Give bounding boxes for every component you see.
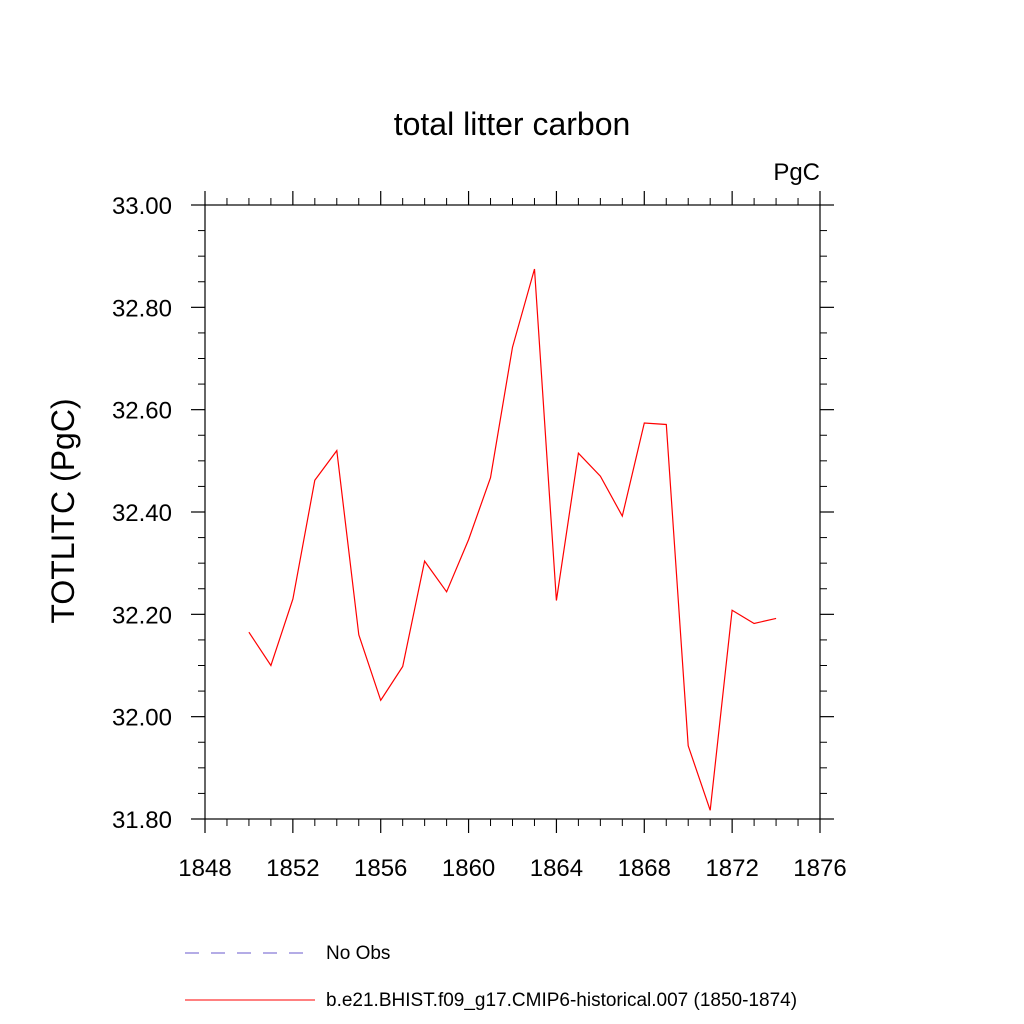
x-tick-label: 1864	[530, 855, 583, 882]
chart-title: total litter carbon	[394, 106, 631, 142]
y-tick-label: 32.80	[112, 295, 172, 322]
legend-label-model: b.e21.BHIST.f09_g17.CMIP6-historical.007…	[326, 990, 797, 1011]
legend-label-no-obs: No Obs	[326, 943, 390, 964]
plot-frame	[204, 204, 821, 820]
x-tick-label: 1876	[793, 855, 846, 882]
y-tick-label: 32.00	[112, 705, 172, 732]
y-tick-label: 32.40	[112, 500, 172, 527]
y-tick-label: 31.80	[112, 807, 172, 834]
series-layer	[248, 268, 777, 811]
series-line-model	[248, 268, 777, 811]
x-tick-label: 1860	[442, 855, 495, 882]
y-tick-label: 32.20	[112, 602, 172, 629]
y-axis-label: TOTLITC (PgC)	[45, 398, 81, 623]
units-label: PgC	[773, 159, 820, 186]
x-tick-label: 1848	[178, 855, 231, 882]
x-tick-label: 1852	[266, 855, 319, 882]
legend: No Obs b.e21.BHIST.f09_g17.CMIP6-histori…	[185, 943, 797, 1011]
y-tick-label: 33.00	[112, 193, 172, 220]
y-tick-labels: 31.80 32.00 32.20 32.40 32.60 32.80 33.00	[112, 193, 172, 834]
x-tick-label: 1856	[354, 855, 407, 882]
x-tick-label: 1872	[705, 855, 758, 882]
y-tick-label: 32.60	[112, 398, 172, 425]
axis-ticks	[191, 191, 834, 833]
x-tick-label: 1868	[618, 855, 671, 882]
x-tick-labels: 1848 1852 1856 1860 1864 1868 1872 1876	[178, 855, 846, 882]
